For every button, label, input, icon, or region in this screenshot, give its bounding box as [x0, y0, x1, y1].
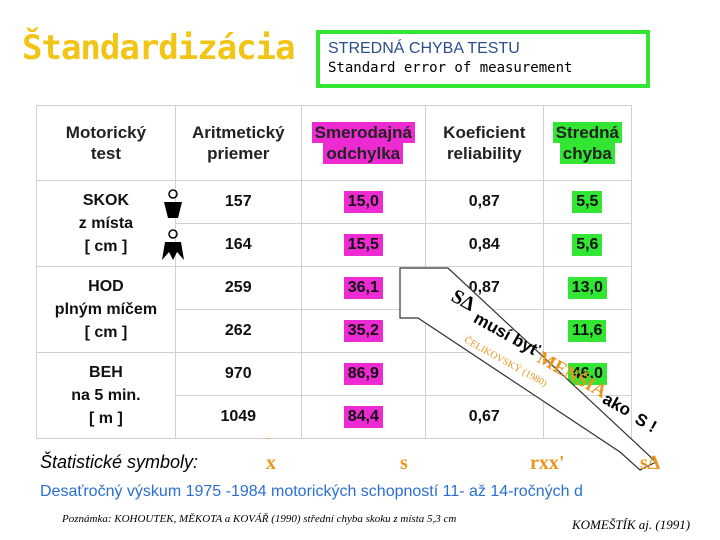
study-description: Desaťročný výskum 1975 -1984 motorických…	[40, 483, 583, 500]
header-se: Stredná chyba	[542, 105, 633, 181]
reliability-cell	[424, 309, 544, 353]
footnote: Poznámka: KOHOUTEK, MĚKOTA a KOVÁŘ (1990…	[62, 513, 457, 525]
mean-cell: 164	[174, 223, 302, 267]
arrow-text-s: S !	[632, 409, 660, 436]
se-cell: 5,6	[542, 223, 633, 267]
box-subtitle: Standard error of measurement	[328, 60, 573, 76]
test-label-throw: HOD plným míčem[ cm ]	[36, 266, 176, 353]
header-mean: Aritmetický priemer	[174, 105, 302, 181]
jumper-figure-icon	[162, 189, 184, 260]
table-row: 164 15,5 0,84 5,6	[37, 223, 633, 267]
results-table: Motorický test Aritmetický priemer Smeroda…	[36, 105, 633, 439]
mean-cell: 970	[174, 352, 302, 396]
sd-cell: 15,5	[300, 223, 426, 267]
page-title: Štandardizácia	[22, 28, 296, 68]
header-test: Motorický test	[36, 105, 176, 181]
stats-label: Štatistické symboly:	[40, 452, 199, 472]
sd-cell: 35,2	[300, 309, 426, 353]
table-row: BEH na 5 min.[ m ] 970 86,9 46,0	[36, 352, 633, 439]
symbol-reliability: rxx'	[530, 452, 565, 474]
reliability-cell: 0,87	[424, 266, 544, 310]
se-cell: 13,0	[542, 266, 633, 310]
sd-cell: 86,9	[300, 352, 426, 396]
se-cell	[542, 395, 633, 439]
reference: KOMEŠTÍK aj. (1991)	[572, 517, 691, 532]
table-row: HOD plným míčem[ cm ] 259 36,1 0,87 13,0	[36, 266, 633, 353]
symbol-mean: ‾ x	[266, 438, 276, 474]
mean-cell: 1049	[174, 395, 302, 439]
se-cell: 11,6	[542, 309, 633, 353]
mean-cell: 157	[174, 180, 302, 224]
header-sd: Smerodajná odchylka	[300, 105, 426, 181]
sd-cell: 15,0	[300, 180, 426, 224]
reliability-cell: 0,87	[424, 180, 544, 224]
mean-cell: 262	[174, 309, 302, 353]
test-label-jump: SKOK z místa[ cm ]	[36, 180, 176, 267]
reliability-cell: 0,84	[424, 223, 544, 267]
symbol-sd: s	[400, 452, 408, 474]
header-row: Motorický test Aritmetický priemer Smeroda…	[36, 105, 633, 181]
table-row: SKOK z místa[ cm ] 157 15,0 0,87 5,5	[36, 180, 633, 267]
mean-cell: 259	[174, 266, 302, 310]
reliability-cell: 0,67	[424, 395, 544, 439]
reliability-cell	[424, 352, 544, 396]
sd-cell: 84,4	[300, 395, 426, 439]
definition-box: STREDNÁ CHYBA TESTU Standard error of me…	[316, 30, 650, 88]
se-cell: 46,0	[542, 352, 633, 396]
box-title: STREDNÁ CHYBA TESTU	[328, 40, 520, 57]
sd-cell: 36,1	[300, 266, 426, 310]
header-reliability: Koeficient reliability	[424, 105, 544, 181]
symbol-se: s∆	[640, 452, 661, 474]
test-label-run: BEH na 5 min.[ m ]	[36, 352, 176, 439]
se-cell: 5,5	[542, 180, 633, 224]
